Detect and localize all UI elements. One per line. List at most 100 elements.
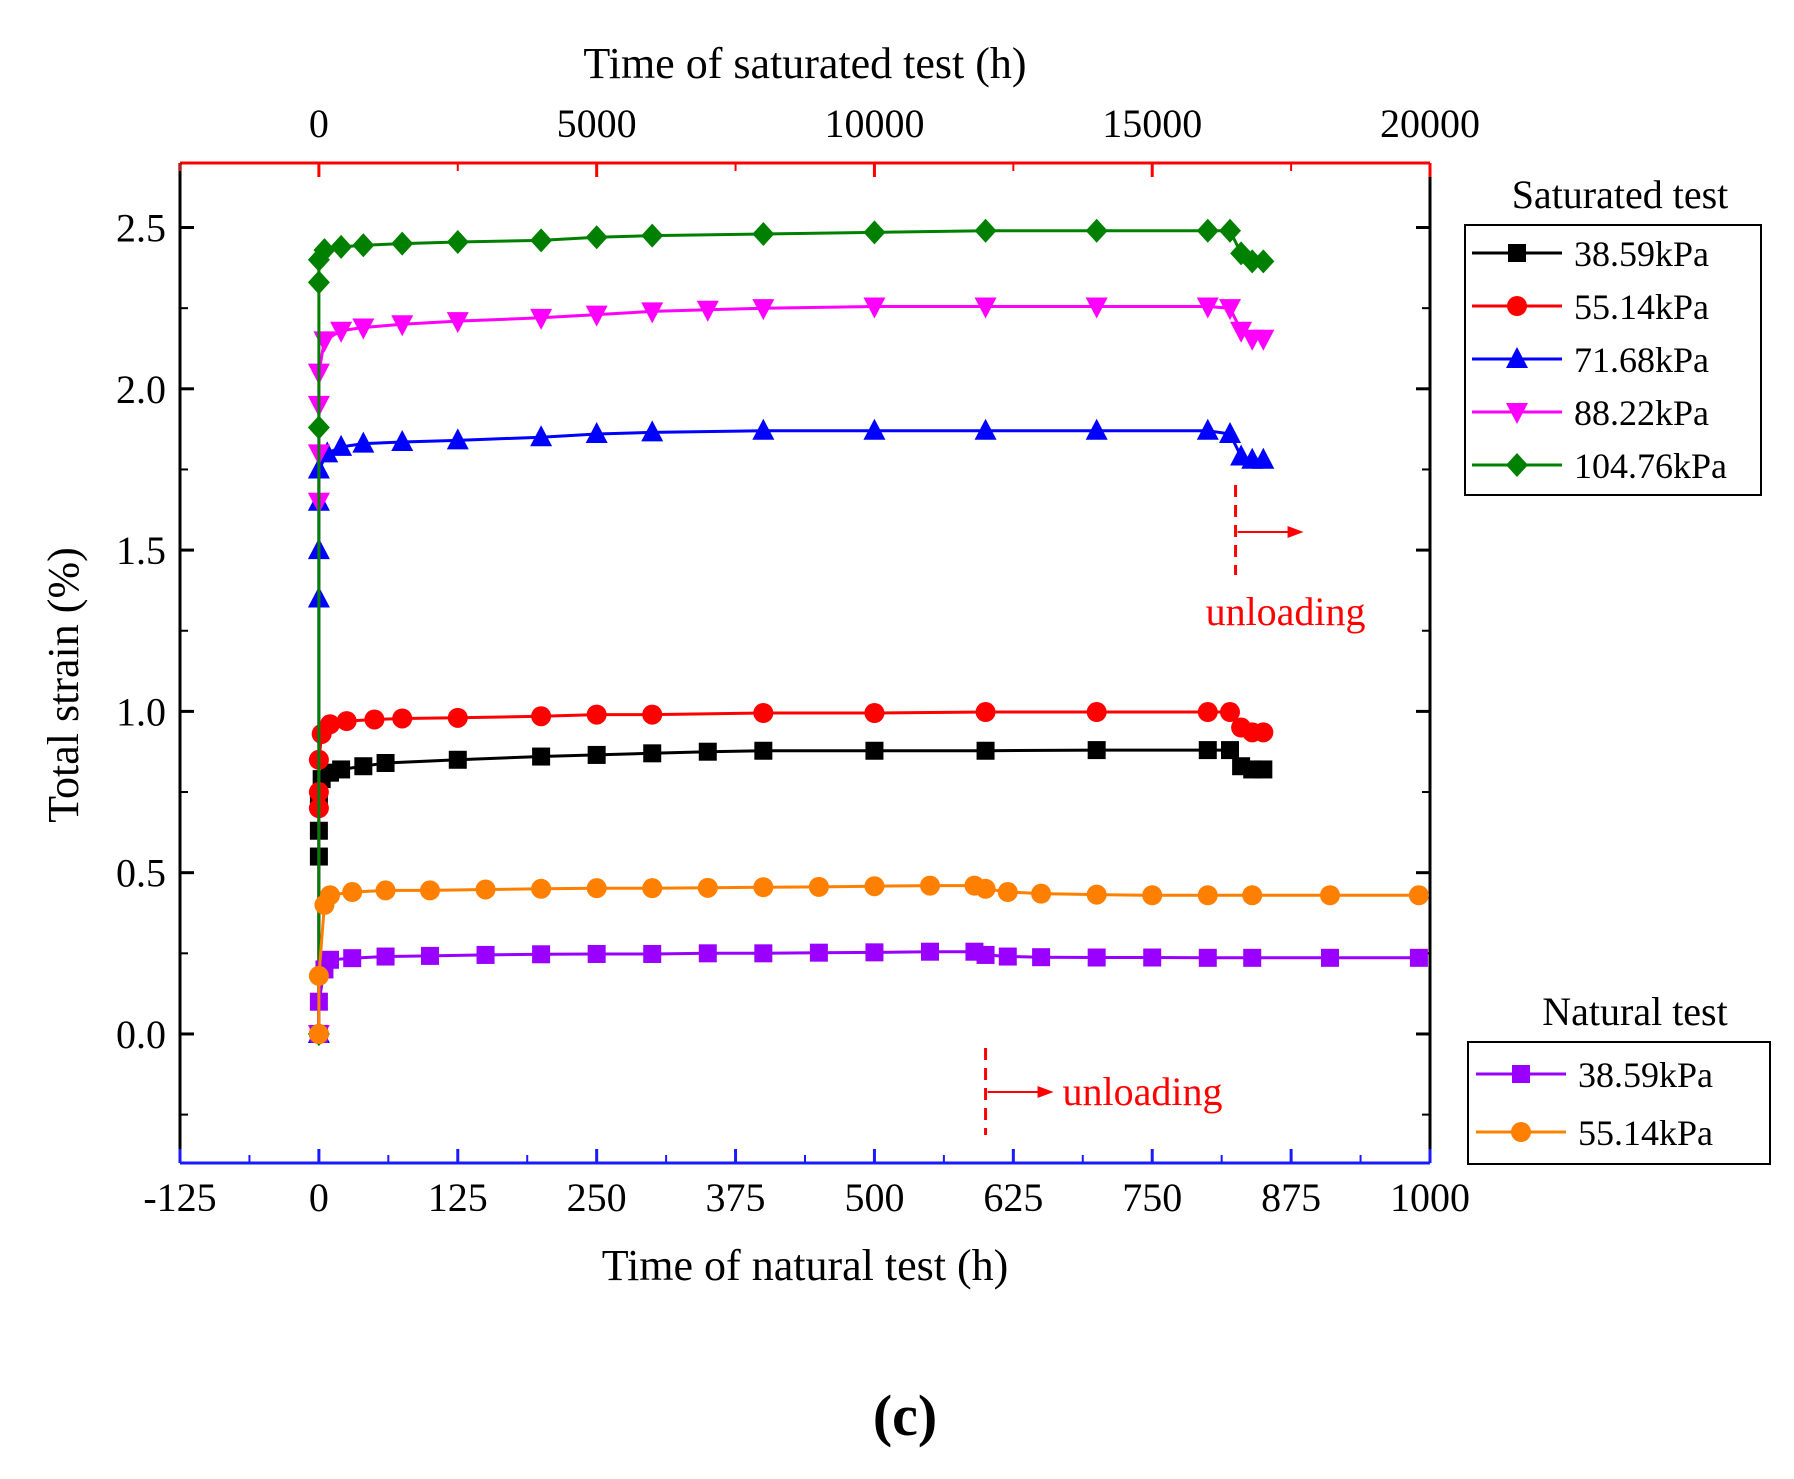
data-point (865, 741, 884, 760)
legend-natural-title: Natural test (1542, 989, 1728, 1034)
data-point (447, 707, 468, 728)
data-point (865, 943, 884, 962)
series-saturated-test-104.76kpa (307, 218, 1275, 1046)
data-point (1243, 948, 1262, 967)
data-point (1198, 741, 1217, 760)
y-tick-label: 2.0 (116, 367, 166, 412)
data-point (1196, 297, 1219, 319)
data-point (530, 308, 553, 330)
unloading-arrowhead (1287, 526, 1304, 538)
data-point (475, 879, 496, 900)
data-point (753, 877, 774, 898)
data-point (587, 745, 606, 764)
data-point (587, 944, 606, 963)
data-point (698, 944, 717, 963)
data-point (446, 312, 469, 334)
bottom-tick-label: -125 (143, 1175, 216, 1220)
data-point (352, 233, 375, 258)
data-point (1321, 948, 1339, 967)
legend-entry: 71.68kPa (1472, 340, 1709, 380)
data-point (974, 297, 997, 319)
data-point (1409, 948, 1428, 967)
data-point (530, 228, 553, 253)
legend-saturated-title: Saturated test (1512, 172, 1729, 217)
legend-entry: 55.14kPa (1476, 1113, 1713, 1153)
data-point (1219, 218, 1241, 243)
data-point (642, 704, 663, 725)
data-point (321, 950, 339, 969)
y-tick-label: 1.0 (116, 689, 166, 734)
data-point (643, 744, 662, 763)
series-line (317, 229, 1264, 1034)
series-line (317, 429, 1264, 1034)
data-point (1320, 885, 1340, 906)
data-point (352, 431, 375, 453)
series-saturated-test-88.22kpa (307, 297, 1275, 1046)
data-point (997, 882, 1018, 903)
series-natural-test-38.59kpa (309, 942, 1428, 1043)
data-point (421, 946, 439, 965)
data-point (1142, 885, 1163, 906)
data-point (1196, 418, 1219, 440)
data-point (698, 742, 717, 761)
data-point (476, 945, 495, 964)
data-point (391, 231, 414, 256)
plot-frame: 0.0 0.5 1.0 1.5 2.0 2.5 -125 0 125 250 375 500 625 75… (116, 101, 1480, 1220)
data-point (1143, 948, 1162, 967)
data-point (1241, 249, 1264, 274)
legend-saturated: 38.59kPa 55.14kPa 71.68kPa 88.22kPa 104.76kP… (1472, 234, 1727, 486)
data-point (1198, 948, 1217, 967)
data-point (1252, 329, 1275, 351)
data-point (975, 702, 996, 723)
legend-entry: 38.59kPa (1476, 1055, 1713, 1095)
bottom-tick-label: 1000 (1390, 1175, 1470, 1220)
data-point (1196, 218, 1219, 243)
data-point (696, 300, 719, 322)
data-point (320, 714, 340, 735)
data-point (974, 218, 997, 243)
data-point (1254, 760, 1273, 779)
legend-label: 55.14kPa (1578, 1113, 1713, 1153)
data-point (1219, 299, 1241, 321)
data-point (332, 760, 351, 779)
top-tick-label: 5000 (557, 101, 637, 146)
data-point (531, 706, 552, 727)
data-point (863, 418, 886, 440)
data-point (313, 331, 336, 353)
data-point (391, 315, 414, 337)
bottom-tick-label: 500 (844, 1175, 904, 1220)
data-point (532, 747, 551, 766)
data-point (1085, 218, 1108, 243)
data-point (586, 878, 607, 899)
unloading-label-natural: unloading (1063, 1069, 1223, 1114)
data-point (392, 708, 413, 729)
data-point (1242, 885, 1263, 906)
data-point (343, 949, 362, 968)
data-point (976, 945, 995, 964)
legend-label: 104.76kPa (1574, 446, 1727, 486)
top-tick-label: 15000 (1102, 101, 1202, 146)
data-point (1087, 948, 1106, 967)
annotations: unloading unloading (984, 485, 1366, 1135)
legend-label: 38.59kPa (1578, 1055, 1713, 1095)
legend-entry: 55.14kPa (1472, 287, 1709, 327)
data-point (864, 703, 885, 723)
data-point (313, 238, 336, 263)
data-point (391, 430, 414, 452)
data-point (863, 297, 886, 319)
series-saturated-test-55.14kpa (308, 702, 1274, 1044)
legend-label: 88.22kPa (1574, 393, 1709, 433)
data-point (585, 305, 608, 327)
series-line (317, 305, 1264, 1034)
top-tick-label: 10000 (824, 101, 924, 146)
data-point (1408, 885, 1429, 906)
data-point (336, 711, 357, 732)
data-point (354, 757, 373, 776)
data-point (532, 945, 551, 964)
data-point (1031, 883, 1052, 904)
data-point (308, 965, 329, 986)
data-point (697, 877, 718, 898)
y-tick-label: 2.5 (116, 206, 166, 251)
data-point (446, 428, 469, 450)
